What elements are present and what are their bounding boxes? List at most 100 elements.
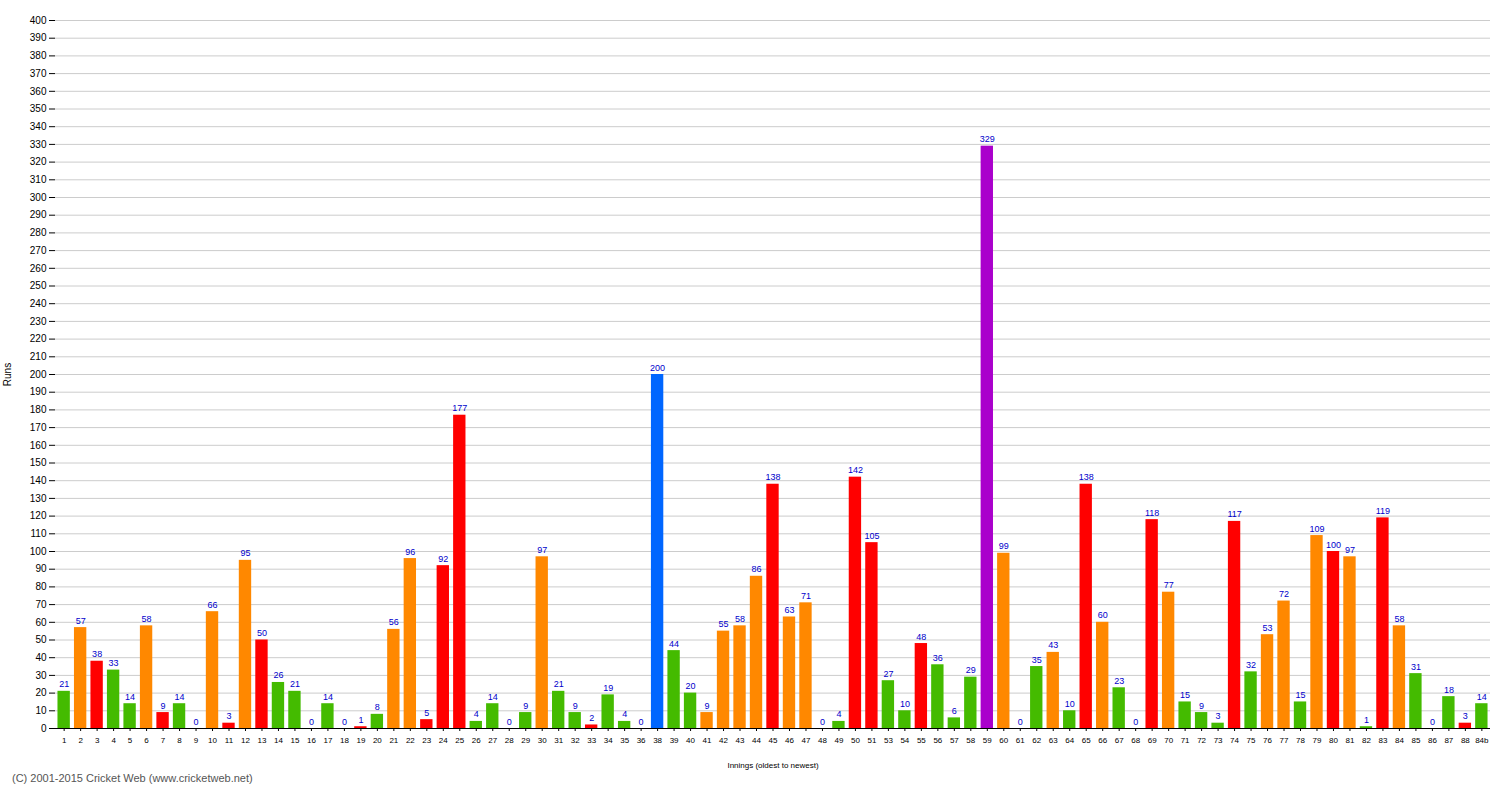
svg-text:118: 118 <box>1145 508 1159 518</box>
svg-text:400: 400 <box>30 15 47 26</box>
svg-text:44: 44 <box>669 639 679 649</box>
svg-text:68: 68 <box>1131 736 1140 745</box>
svg-text:310: 310 <box>30 174 47 185</box>
svg-text:27: 27 <box>883 669 893 679</box>
svg-text:200: 200 <box>30 369 47 380</box>
svg-text:100: 100 <box>30 546 47 557</box>
svg-text:58: 58 <box>142 614 152 624</box>
svg-text:9: 9 <box>523 701 528 711</box>
svg-text:15: 15 <box>290 736 299 745</box>
svg-text:84: 84 <box>1395 736 1404 745</box>
svg-text:15: 15 <box>1296 690 1306 700</box>
svg-text:2: 2 <box>78 736 83 745</box>
svg-text:0: 0 <box>309 717 314 727</box>
svg-text:0: 0 <box>820 717 825 727</box>
svg-text:57: 57 <box>76 616 86 626</box>
svg-text:56: 56 <box>933 736 942 745</box>
svg-text:85: 85 <box>1411 736 1420 745</box>
svg-text:26: 26 <box>273 670 283 680</box>
svg-text:Innings (oldest to newest): Innings (oldest to newest) <box>727 761 818 770</box>
svg-text:0: 0 <box>1133 717 1138 727</box>
svg-text:20: 20 <box>35 687 47 698</box>
svg-text:4: 4 <box>622 709 627 719</box>
svg-text:26: 26 <box>472 736 481 745</box>
svg-text:21: 21 <box>389 736 398 745</box>
svg-text:97: 97 <box>537 545 547 555</box>
svg-text:11: 11 <box>225 736 234 745</box>
svg-text:60: 60 <box>1098 610 1108 620</box>
svg-text:24: 24 <box>439 736 448 745</box>
svg-text:86: 86 <box>1428 736 1437 745</box>
svg-text:61: 61 <box>1016 736 1025 745</box>
svg-text:140: 140 <box>30 475 47 486</box>
svg-text:29: 29 <box>521 736 530 745</box>
svg-text:65: 65 <box>1082 736 1091 745</box>
svg-text:38: 38 <box>92 649 102 659</box>
svg-text:6: 6 <box>144 736 149 745</box>
svg-text:9: 9 <box>194 736 199 745</box>
svg-text:109: 109 <box>1309 524 1324 534</box>
svg-text:380: 380 <box>30 50 47 61</box>
svg-text:81: 81 <box>1346 736 1355 745</box>
svg-text:14: 14 <box>175 692 185 702</box>
svg-text:76: 76 <box>1263 736 1272 745</box>
svg-text:200: 200 <box>650 363 665 373</box>
svg-text:88: 88 <box>1461 736 1470 745</box>
svg-text:9: 9 <box>705 701 710 711</box>
svg-text:19: 19 <box>603 683 613 693</box>
svg-text:5: 5 <box>424 708 429 718</box>
svg-text:14: 14 <box>323 692 333 702</box>
svg-text:1: 1 <box>62 736 67 745</box>
svg-text:32: 32 <box>571 736 580 745</box>
svg-text:21: 21 <box>554 679 564 689</box>
svg-text:80: 80 <box>1329 736 1338 745</box>
svg-text:370: 370 <box>30 68 47 79</box>
svg-text:58: 58 <box>966 736 975 745</box>
svg-text:39: 39 <box>670 736 679 745</box>
svg-text:12: 12 <box>241 736 250 745</box>
svg-text:Runs: Runs <box>2 363 13 386</box>
svg-text:66: 66 <box>1098 736 1107 745</box>
svg-text:7: 7 <box>161 736 166 745</box>
svg-text:70: 70 <box>1164 736 1173 745</box>
svg-text:67: 67 <box>1115 736 1124 745</box>
svg-text:43: 43 <box>1048 640 1058 650</box>
svg-text:290: 290 <box>30 209 47 220</box>
svg-text:10: 10 <box>900 699 910 709</box>
svg-text:0: 0 <box>507 717 512 727</box>
svg-text:10: 10 <box>208 736 217 745</box>
svg-text:14: 14 <box>1477 692 1487 702</box>
svg-text:9: 9 <box>1199 701 1204 711</box>
svg-text:80: 80 <box>35 581 47 592</box>
svg-text:43: 43 <box>736 736 745 745</box>
svg-text:73: 73 <box>1214 736 1223 745</box>
svg-text:47: 47 <box>802 736 811 745</box>
svg-text:119: 119 <box>1376 506 1390 516</box>
svg-text:58: 58 <box>735 614 745 624</box>
svg-text:45: 45 <box>769 736 778 745</box>
svg-text:44: 44 <box>752 736 761 745</box>
svg-text:60: 60 <box>35 617 47 628</box>
svg-text:48: 48 <box>916 632 926 642</box>
svg-text:17: 17 <box>323 736 332 745</box>
svg-text:360: 360 <box>30 86 47 97</box>
svg-text:41: 41 <box>703 736 712 745</box>
svg-text:86: 86 <box>752 564 762 574</box>
svg-text:16: 16 <box>307 736 316 745</box>
svg-text:50: 50 <box>851 736 860 745</box>
svg-text:0: 0 <box>1430 717 1435 727</box>
svg-text:3: 3 <box>1216 711 1221 721</box>
svg-text:1: 1 <box>1364 715 1369 725</box>
svg-text:33: 33 <box>109 658 119 668</box>
svg-text:4: 4 <box>111 736 116 745</box>
svg-text:20: 20 <box>686 681 696 691</box>
svg-text:210: 210 <box>30 351 47 362</box>
svg-text:130: 130 <box>30 493 47 504</box>
svg-text:0: 0 <box>41 723 47 734</box>
svg-text:19: 19 <box>356 736 365 745</box>
svg-text:75: 75 <box>1247 736 1256 745</box>
svg-text:58: 58 <box>1394 614 1404 624</box>
svg-text:6: 6 <box>952 706 957 716</box>
svg-text:48: 48 <box>818 736 827 745</box>
svg-text:46: 46 <box>785 736 794 745</box>
